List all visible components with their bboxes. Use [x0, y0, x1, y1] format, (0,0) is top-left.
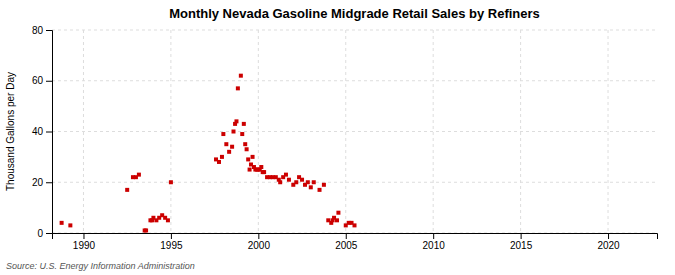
point: [335, 218, 339, 222]
point: [278, 180, 282, 184]
tick-mark: [346, 233, 347, 239]
tick: 1995: [160, 233, 183, 251]
tick: 2000: [248, 233, 271, 251]
grid-line-y: [52, 30, 657, 31]
point: [294, 180, 298, 184]
tick-mark: [608, 233, 609, 239]
point: [230, 145, 234, 149]
tick-mark: [83, 233, 84, 239]
tick-label: 80: [32, 25, 44, 36]
point: [353, 223, 357, 227]
grid: [52, 30, 657, 233]
point: [246, 157, 250, 161]
points: [60, 74, 357, 233]
point: [245, 147, 249, 151]
point: [262, 170, 266, 174]
grid-line-x: [608, 30, 609, 233]
tick-label: 60: [32, 75, 44, 86]
point: [144, 228, 148, 232]
point: [248, 168, 252, 172]
tick-mark: [46, 233, 52, 234]
tick-label: 0: [37, 228, 43, 239]
point: [166, 218, 170, 222]
tick-mark: [46, 132, 52, 133]
chart: 1990 1995 2000 2005 2010 2015 2020 0 20 40 60 80 Mon…: [0, 0, 675, 275]
tick: 80: [32, 25, 52, 36]
point: [322, 183, 326, 187]
tick: 40: [32, 126, 52, 137]
point: [60, 221, 64, 225]
point: [243, 142, 247, 146]
axis-line: [53, 234, 658, 240]
tick-label: 2005: [335, 240, 358, 251]
tick: 20: [32, 177, 52, 188]
point: [259, 165, 263, 169]
point: [236, 86, 240, 90]
point: [318, 188, 322, 192]
tick: 60: [32, 75, 52, 86]
tick: 0: [37, 228, 52, 239]
tick-mark: [258, 233, 259, 239]
grid-line-y: [52, 131, 657, 132]
source: Source: U.S. Energy Information Administ…: [6, 261, 195, 271]
point: [220, 155, 224, 159]
point: [137, 173, 141, 177]
point: [240, 132, 244, 136]
tick-label: 2020: [597, 240, 620, 251]
grid-line-x: [170, 30, 171, 233]
tick-label: 2015: [510, 240, 533, 251]
point: [234, 119, 238, 123]
x-axis: 1990 1995 2000 2005 2010 2015 2020: [53, 233, 658, 251]
point: [224, 142, 228, 146]
point: [287, 178, 291, 182]
plot-area: 1990 1995 2000 2005 2010 2015 2020 0 20 40 60 80: [32, 25, 658, 251]
tick: 2020: [597, 233, 620, 251]
point: [68, 223, 72, 227]
tick: 2015: [510, 233, 533, 251]
tick-label: 2000: [248, 240, 271, 251]
tick-mark: [433, 233, 434, 239]
y-axis-title: Thousand Gallons per Day: [5, 72, 16, 191]
point: [336, 211, 340, 215]
point: [239, 74, 243, 78]
point: [125, 188, 129, 192]
point: [309, 185, 313, 189]
point: [251, 155, 255, 159]
grid-line-y: [52, 182, 657, 183]
tick-label: 20: [32, 177, 44, 188]
tick: 1990: [73, 233, 96, 251]
y-axis: 0 20 40 60 80: [32, 25, 53, 239]
tick-mark: [46, 30, 52, 31]
point: [306, 180, 310, 184]
point: [221, 132, 225, 136]
point: [169, 180, 173, 184]
tick-mark: [46, 81, 52, 82]
point: [284, 173, 288, 177]
point: [242, 122, 246, 126]
tick-label: 2010: [423, 240, 446, 251]
tick-mark: [46, 182, 52, 183]
tick-mark: [171, 233, 172, 239]
tick-label: 1990: [73, 240, 96, 251]
point: [312, 180, 316, 184]
title: Monthly Nevada Gasoline Midgrade Retail …: [169, 6, 540, 21]
tick: 2005: [335, 233, 358, 251]
tick-label: 40: [32, 126, 44, 137]
point: [300, 178, 304, 182]
point: [232, 130, 236, 134]
point: [227, 150, 231, 154]
tick: 2010: [423, 233, 446, 251]
tick-label: 1995: [160, 240, 183, 251]
tick-mark: [521, 233, 522, 239]
point: [217, 160, 221, 164]
grid-line-y: [52, 80, 657, 81]
axis-line: [46, 31, 53, 234]
